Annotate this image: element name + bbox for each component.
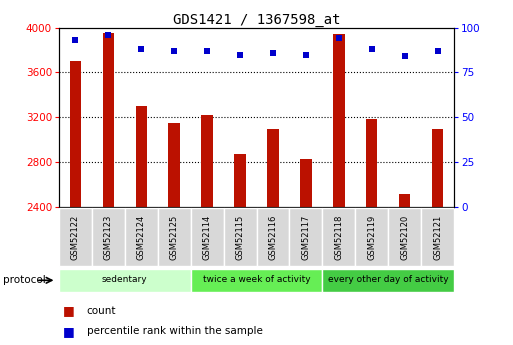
Text: count: count <box>87 306 116 315</box>
Point <box>104 32 112 38</box>
Point <box>170 48 179 54</box>
Text: percentile rank within the sample: percentile rank within the sample <box>87 326 263 336</box>
Bar <box>289 208 322 266</box>
Point <box>368 46 376 52</box>
Text: ■: ■ <box>63 304 75 317</box>
Text: GSM52119: GSM52119 <box>367 215 376 260</box>
Text: twice a week of activity: twice a week of activity <box>203 275 310 284</box>
Text: GSM52116: GSM52116 <box>268 215 278 260</box>
Bar <box>421 208 454 266</box>
Bar <box>92 208 125 266</box>
Text: protocol: protocol <box>3 275 45 285</box>
Bar <box>267 128 279 207</box>
Bar <box>59 208 92 266</box>
Bar <box>256 208 289 266</box>
Bar <box>388 208 421 266</box>
Bar <box>322 269 454 292</box>
Point <box>401 53 409 59</box>
Text: GSM52120: GSM52120 <box>400 215 409 260</box>
Text: sedentary: sedentary <box>102 275 148 284</box>
Bar <box>191 208 224 266</box>
Text: GSM52118: GSM52118 <box>334 215 343 260</box>
Text: GSM52115: GSM52115 <box>235 215 245 260</box>
Text: GSM52114: GSM52114 <box>203 215 212 260</box>
Bar <box>103 33 114 207</box>
Bar <box>355 208 388 266</box>
Bar <box>234 154 246 207</box>
Point <box>433 48 442 54</box>
Bar <box>168 123 180 207</box>
Point <box>137 46 145 52</box>
Text: GSM52122: GSM52122 <box>71 215 80 260</box>
Bar <box>333 34 345 207</box>
Bar <box>224 208 256 266</box>
Text: GSM52124: GSM52124 <box>137 215 146 260</box>
Text: GSM52121: GSM52121 <box>433 215 442 260</box>
Text: GSM52123: GSM52123 <box>104 215 113 260</box>
Point <box>203 48 211 54</box>
Bar <box>300 159 311 207</box>
Bar <box>158 208 191 266</box>
Bar <box>70 61 81 207</box>
Bar <box>432 128 443 207</box>
Bar <box>125 208 158 266</box>
Point <box>236 52 244 57</box>
Bar <box>399 194 410 207</box>
Bar <box>191 269 322 292</box>
Bar <box>135 106 147 207</box>
Point <box>269 50 277 56</box>
Point <box>71 37 80 43</box>
Bar <box>59 269 191 292</box>
Text: GSM52125: GSM52125 <box>170 215 179 260</box>
Title: GDS1421 / 1367598_at: GDS1421 / 1367598_at <box>173 12 340 27</box>
Text: every other day of activity: every other day of activity <box>328 275 448 284</box>
Point <box>302 52 310 57</box>
Bar <box>202 115 213 207</box>
Point <box>334 36 343 41</box>
Bar <box>366 119 378 207</box>
Bar <box>322 208 355 266</box>
Text: GSM52117: GSM52117 <box>301 215 310 260</box>
Text: ■: ■ <box>63 325 75 338</box>
